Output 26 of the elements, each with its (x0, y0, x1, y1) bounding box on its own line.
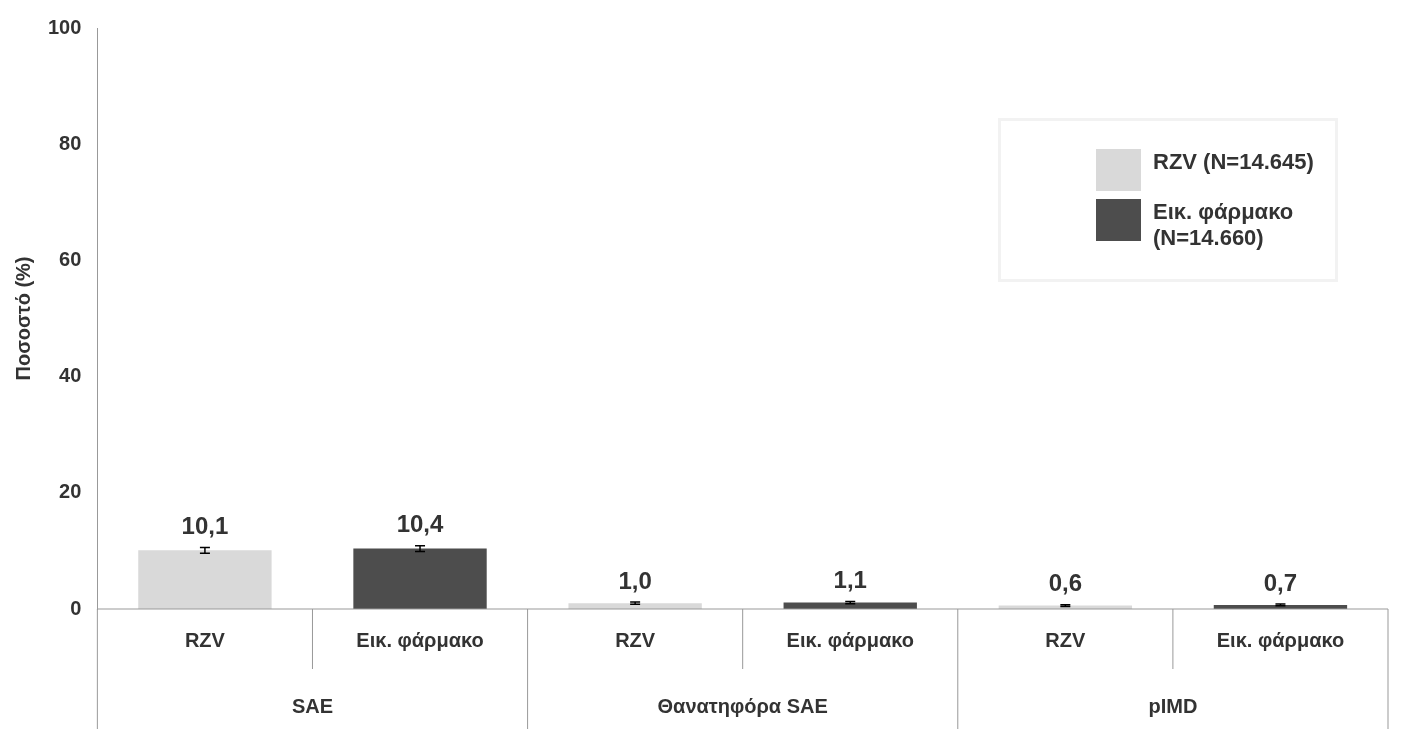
data-label: 1,1 (833, 566, 867, 594)
text: SAE (291, 694, 334, 717)
x-tick-label: RZV (1045, 628, 1086, 651)
y-tick-label: 20 (59, 480, 82, 503)
data-label: 10,4 (396, 510, 445, 538)
x-tick-label: RZV (184, 628, 226, 651)
data-label: 0,7 (1263, 568, 1298, 596)
legend-label: Εικ. φάρμακο (N=14.660) (1153, 199, 1295, 251)
data-label: 10,1 (181, 512, 229, 540)
y-tick-label: 0 (70, 596, 82, 619)
y-tick-label: 40 (59, 364, 82, 387)
bar (353, 548, 487, 609)
y-tick-label: 80 (59, 131, 82, 154)
legend-label: RZV (N=14.645) (1153, 149, 1314, 175)
y-tick-label: 100 (47, 15, 82, 38)
text: Θανατηφόρα SAE (657, 694, 828, 717)
data-label: 0,6 (1048, 569, 1083, 597)
x-tick-label: Εικ. φάρμακο (786, 628, 914, 651)
x-tick-label: Εικ. φάρμακο (356, 628, 484, 651)
data-label: 1,0 (618, 566, 652, 594)
y-tick-label: 60 (59, 247, 82, 270)
bar (138, 550, 272, 609)
text: pIMD (1148, 694, 1198, 717)
x-tick-label: Εικ. φάρμακο (1216, 628, 1345, 651)
x-tick-label: RZV (615, 628, 656, 651)
y-axis-title: Ποσοστό (%) (11, 256, 34, 381)
